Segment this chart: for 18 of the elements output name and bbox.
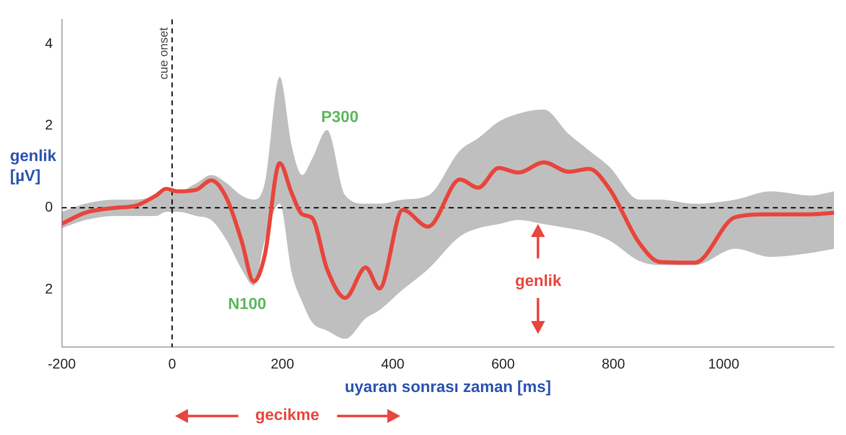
y-axis-title: genlik [µV]	[10, 148, 56, 186]
x-tick-label: -200	[48, 355, 76, 372]
y-tick-label: 2	[44, 116, 53, 133]
annotation: P300	[321, 109, 359, 126]
text: gecikme	[255, 407, 320, 424]
x-tick-label: 200	[270, 355, 294, 372]
x-tick-label: 600	[491, 355, 515, 372]
y-tick-label: 0	[44, 198, 53, 215]
annotation: N100	[228, 296, 266, 313]
ref-line-label: cue onset	[156, 26, 170, 80]
x-axis-title: uyaran sonrası zaman [ms]	[344, 378, 552, 396]
annotation: genlik	[515, 272, 562, 290]
y-tick-label: 2	[44, 280, 53, 297]
x-tick-label: 400	[381, 355, 405, 372]
x-tick-label: 800	[602, 355, 626, 372]
y-tick-label: 4	[44, 34, 53, 51]
x-tick-label: 1000	[708, 355, 740, 372]
x-tick-label: 0	[168, 355, 176, 372]
